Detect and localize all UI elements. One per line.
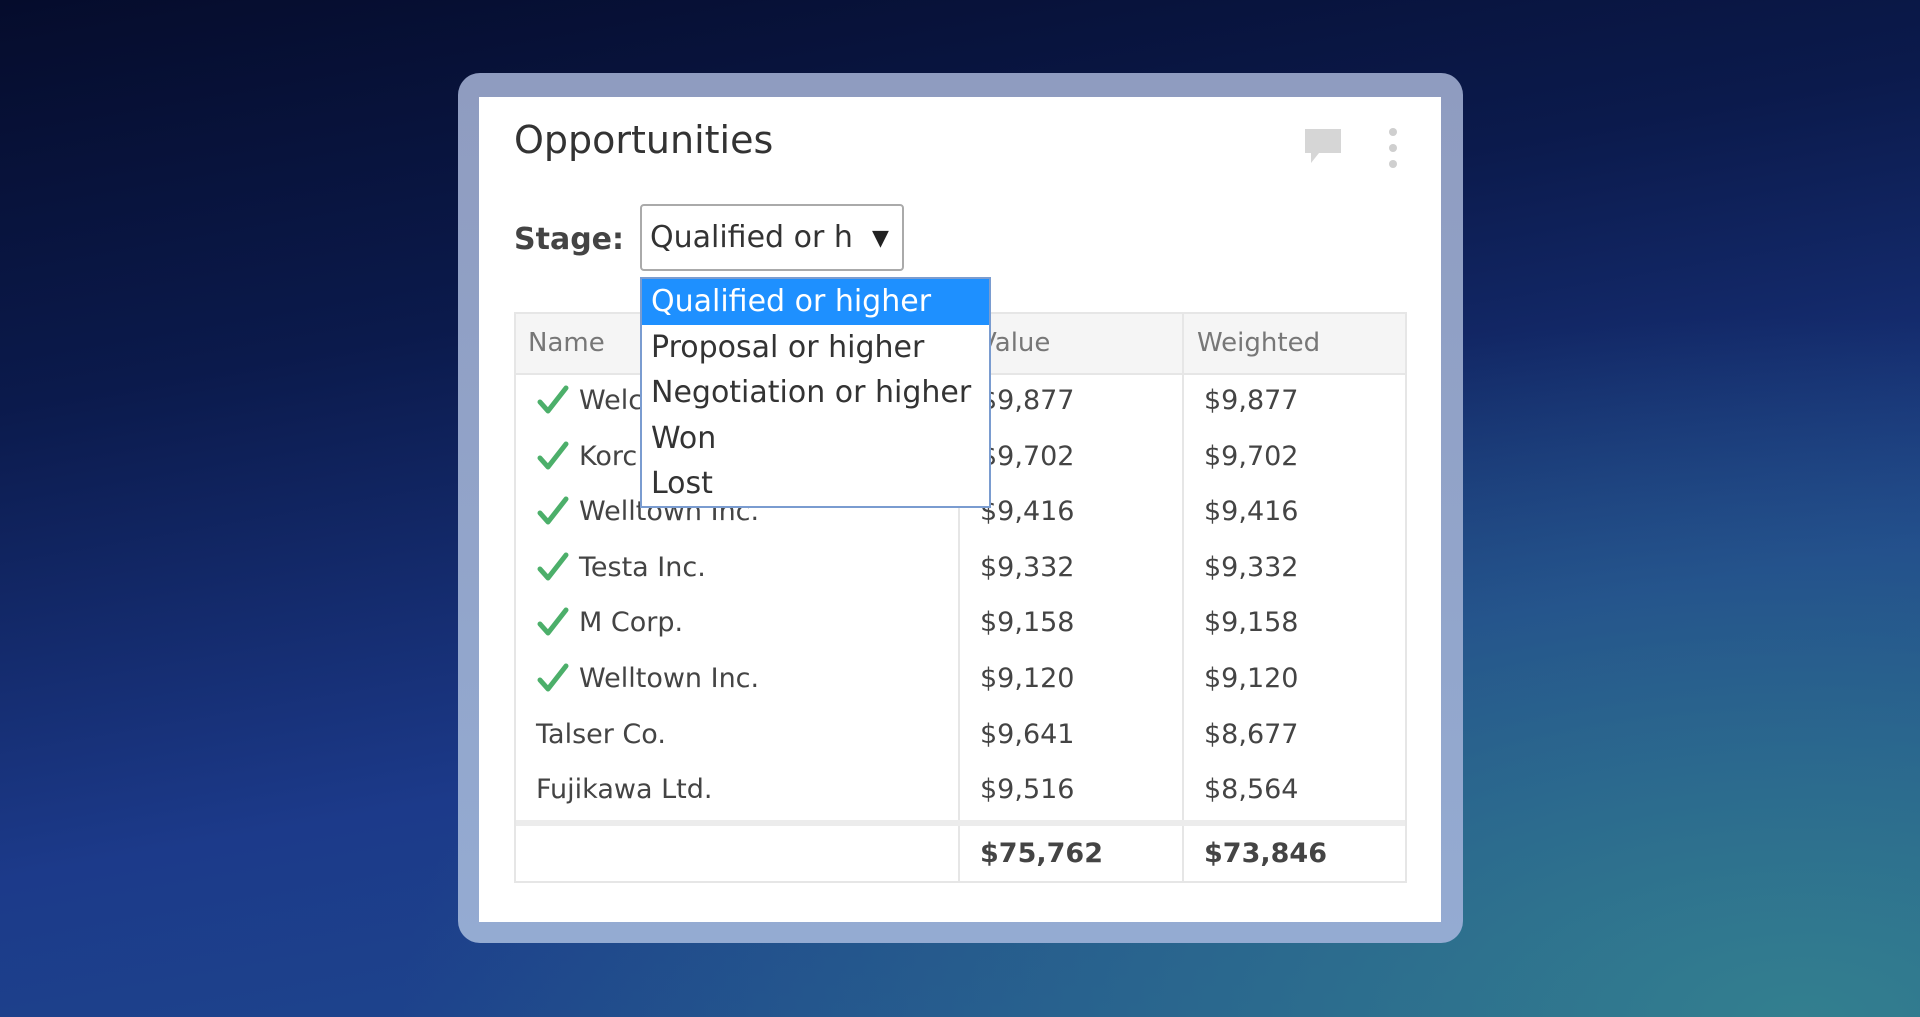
column-divider bbox=[958, 314, 960, 881]
row-value: $9,120 bbox=[980, 663, 1075, 694]
dropdown-option[interactable]: Lost bbox=[651, 466, 713, 502]
row-weighted: $9,416 bbox=[1204, 496, 1299, 528]
won-check bbox=[537, 607, 569, 636]
select-arrow[interactable]: ▼ bbox=[872, 226, 889, 251]
row-weighted: $9,158 bbox=[1204, 607, 1299, 639]
row-value: $9,702 bbox=[980, 440, 1075, 472]
row-value: $9,516 bbox=[980, 774, 1075, 806]
dropdown-option[interactable]: Negotiation or higher bbox=[651, 375, 972, 411]
total-value: $75,762 bbox=[980, 838, 1103, 869]
row-name: Testa Inc. bbox=[579, 551, 706, 583]
row-weighted: $8,564 bbox=[1204, 774, 1299, 806]
row-weighted: $9,332 bbox=[1204, 551, 1299, 583]
dropdown-option[interactable]: Qualified or higher bbox=[642, 279, 989, 325]
row-weighted: $9,702 bbox=[1204, 440, 1299, 472]
widget-panel bbox=[479, 97, 1441, 922]
row-name: Korc bbox=[579, 440, 638, 472]
row-value: $9,416 bbox=[980, 496, 1075, 528]
select-value[interactable]: Qualified or higher bbox=[650, 220, 854, 255]
row-value: $9,332 bbox=[980, 551, 1075, 583]
menu-icon[interactable] bbox=[1385, 127, 1401, 169]
total-weighted: $73,846 bbox=[1204, 838, 1327, 869]
won-check bbox=[537, 441, 569, 470]
row-value: $9,158 bbox=[980, 607, 1075, 639]
row-name: Fujikawa Ltd. bbox=[536, 774, 713, 806]
row-weighted: $8,677 bbox=[1204, 718, 1299, 750]
column-header[interactable]: Name bbox=[528, 328, 605, 358]
row-value: $9,641 bbox=[980, 718, 1075, 750]
column-header[interactable]: Weighted bbox=[1197, 328, 1321, 358]
won-check bbox=[537, 552, 569, 581]
won-check bbox=[537, 496, 569, 525]
row-name: Welltown Inc. bbox=[579, 663, 760, 694]
row-weighted: $9,120 bbox=[1204, 663, 1299, 694]
dropdown-option[interactable]: Won bbox=[651, 420, 717, 456]
dropdown-option[interactable]: Proposal or higher bbox=[651, 329, 925, 365]
won-check bbox=[537, 663, 569, 692]
widget-title: Opportunities bbox=[514, 118, 774, 162]
row-value: $9,877 bbox=[980, 385, 1075, 416]
total-separator bbox=[516, 820, 1405, 826]
comment-icon[interactable] bbox=[1303, 127, 1343, 167]
row-name: M Corp. bbox=[579, 607, 684, 639]
filter-label: Stage: bbox=[514, 222, 625, 257]
stage-select[interactable] bbox=[640, 204, 904, 271]
row-name: Welc bbox=[579, 385, 644, 416]
row-weighted: $9,877 bbox=[1204, 385, 1299, 416]
column-divider bbox=[1182, 314, 1184, 881]
row-name: Talser Co. bbox=[536, 718, 666, 750]
won-check bbox=[537, 385, 569, 414]
